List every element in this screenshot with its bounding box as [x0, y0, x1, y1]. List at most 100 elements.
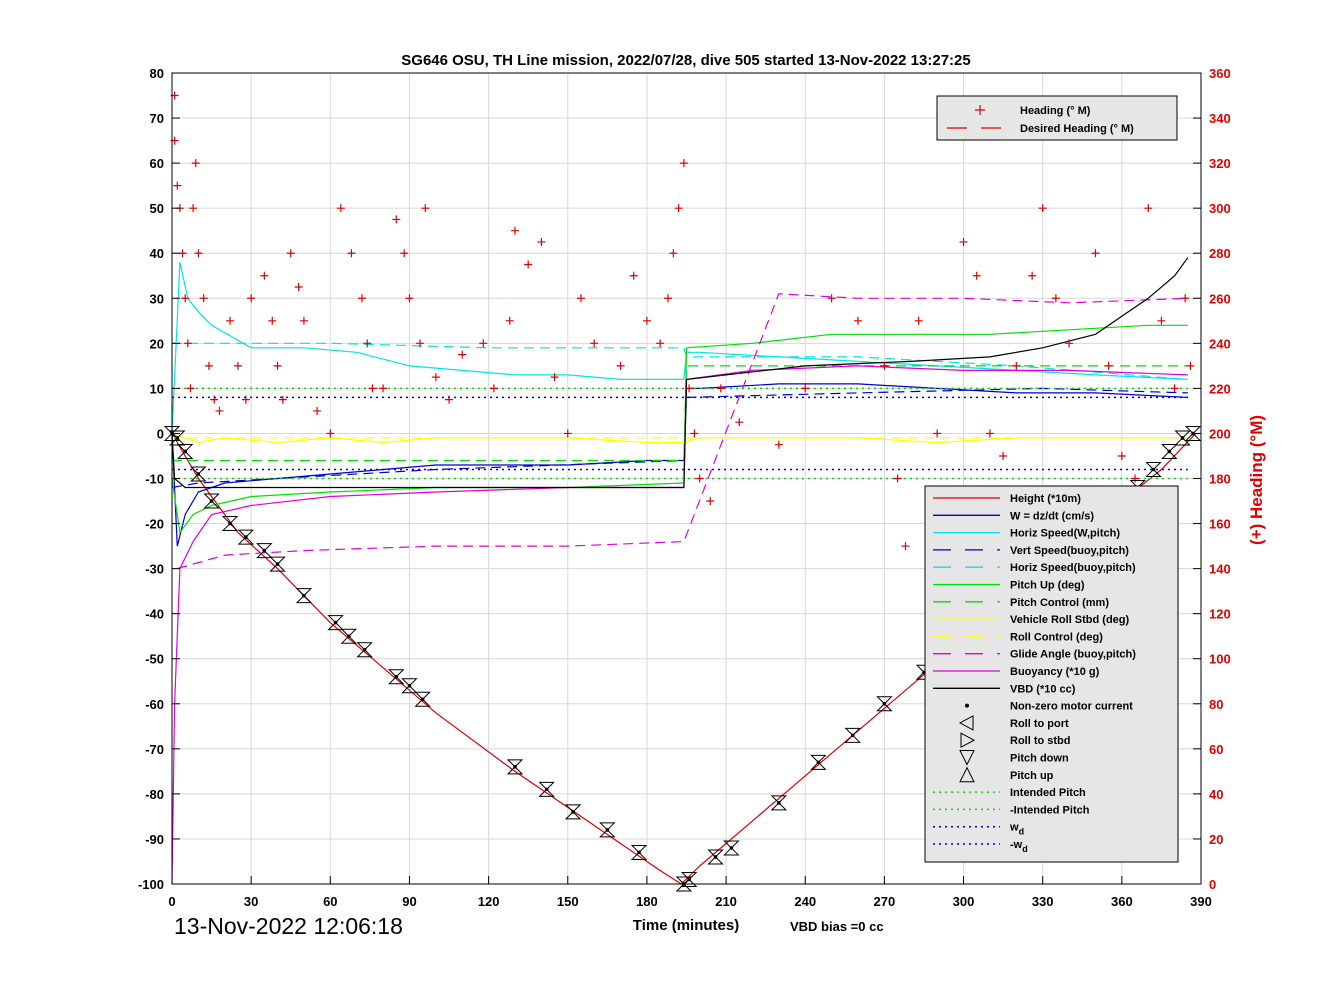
heading-point — [268, 316, 277, 325]
series-buoyancy-10-g — [171, 365, 1188, 885]
legend-label: VBD (*10 cc) — [1010, 683, 1076, 695]
heading-point — [189, 204, 198, 213]
climb-marker — [1161, 443, 1178, 459]
dive-marker — [538, 781, 555, 797]
y-tick-label: 60 — [150, 156, 164, 171]
x-tick-label: 210 — [715, 894, 737, 909]
dive-marker — [401, 678, 418, 694]
heading-point — [735, 418, 744, 427]
heading-point — [827, 294, 836, 303]
heading-point — [458, 350, 467, 359]
x-axis-label: Time (minutes) — [633, 917, 739, 934]
dive-marker — [327, 615, 344, 631]
y-tick-label: -10 — [145, 472, 164, 487]
heading-point — [616, 361, 625, 370]
legend-triangle-left-icon — [958, 715, 974, 731]
heading-point — [629, 271, 638, 280]
y2-axis-label: (+) Heading (°M) — [1247, 415, 1266, 545]
climb-marker-dot — [777, 801, 781, 805]
legend-label: Non-zero motor current — [1010, 701, 1133, 713]
x-tick-label: 30 — [244, 894, 258, 909]
series-vbd-10-cc — [171, 257, 1189, 489]
heading-point — [278, 395, 287, 404]
heading-point — [1181, 294, 1190, 303]
legend-triangle-down-icon — [959, 750, 975, 766]
dive-marker — [340, 628, 357, 644]
y2-tick-label: 200 — [1209, 426, 1231, 441]
dive-marker-dot — [196, 472, 201, 476]
dive-marker — [190, 466, 207, 482]
heading-point — [563, 429, 572, 438]
series-w-dz-dt-cm-s — [171, 383, 1188, 547]
y-tick-label: -40 — [145, 607, 164, 622]
heading-point — [336, 204, 345, 213]
heading-point — [511, 226, 519, 235]
heading-point — [679, 159, 688, 168]
y2-tick-label: 160 — [1209, 517, 1231, 532]
x-tick-label: 330 — [1032, 894, 1054, 909]
heading-point — [656, 339, 665, 348]
dive-marker-dot — [302, 593, 306, 598]
heading-point — [959, 237, 968, 246]
heading-point — [294, 283, 303, 292]
y2-tick-label: 280 — [1209, 246, 1231, 261]
heading-point — [642, 316, 651, 325]
heading-point — [1144, 204, 1153, 213]
climb-marker-dot — [882, 701, 887, 706]
x-tick-label: 0 — [168, 894, 175, 909]
x-tick-label: 240 — [794, 894, 816, 909]
heading-point — [191, 159, 200, 168]
dive-marker-dot — [228, 521, 232, 526]
heading-point — [392, 215, 401, 224]
dive-marker — [256, 543, 273, 559]
x-tick-label: 300 — [953, 894, 975, 909]
heading-point — [524, 260, 533, 269]
climb-marker — [1145, 461, 1162, 477]
dive-marker-dot — [333, 620, 338, 625]
heading-point — [1051, 294, 1060, 303]
series-pitch-control-mm — [172, 365, 1188, 462]
dive-marker-dot — [209, 499, 214, 503]
y2-tick-label: 140 — [1209, 562, 1231, 577]
climb-marker — [810, 754, 827, 770]
heading-point — [489, 384, 498, 393]
heading-point — [972, 271, 981, 280]
y-tick-label: -60 — [145, 697, 164, 712]
climb-marker — [770, 795, 788, 811]
dive-marker — [203, 493, 220, 509]
heading-point — [1170, 384, 1179, 393]
heading-legend-box — [936, 95, 1178, 141]
legend-label: Vehicle Roll Stbd (deg) — [1010, 614, 1130, 626]
legend-label: W = dz/dt (cm/s) — [1010, 510, 1094, 522]
heading-point — [801, 384, 810, 393]
heading-point — [1012, 361, 1021, 370]
y2-tick-label: 40 — [1209, 787, 1223, 802]
x-tick-label: 180 — [636, 894, 658, 909]
main-legend: Height (*10m) W = dz/dt (cm/s) Horiz Speed… — [924, 485, 1179, 863]
main-legend-box — [924, 485, 1179, 863]
heading-point — [241, 395, 250, 404]
dive-marker — [221, 516, 239, 532]
heading-point — [247, 294, 256, 303]
heading-point — [204, 361, 213, 370]
climb-marker-dot — [713, 855, 718, 859]
x-axis-ticks: 0 30 60 90 120 150 180 210 240 270 300 330 360 390 — [168, 876, 1212, 909]
heading-legend: Heading (° M) Desired Heading (° M) — [936, 95, 1178, 141]
heading-point — [550, 373, 559, 382]
dive-marker-dot — [183, 449, 187, 454]
dive-marker — [269, 556, 286, 572]
heading-point — [233, 361, 242, 370]
heading-point — [685, 384, 694, 393]
heading-point — [299, 316, 308, 325]
climb-marker — [1174, 430, 1191, 446]
heading-point — [1186, 361, 1195, 370]
climb-marker — [680, 871, 698, 887]
climb-marker-dot — [729, 846, 734, 850]
heading-point — [326, 429, 335, 438]
series-glide-angle-buoy-pitch — [177, 293, 1188, 570]
heading-point — [933, 429, 942, 438]
heading-layer — [170, 91, 1195, 551]
heading-point — [405, 294, 414, 303]
heading-point — [854, 316, 862, 325]
